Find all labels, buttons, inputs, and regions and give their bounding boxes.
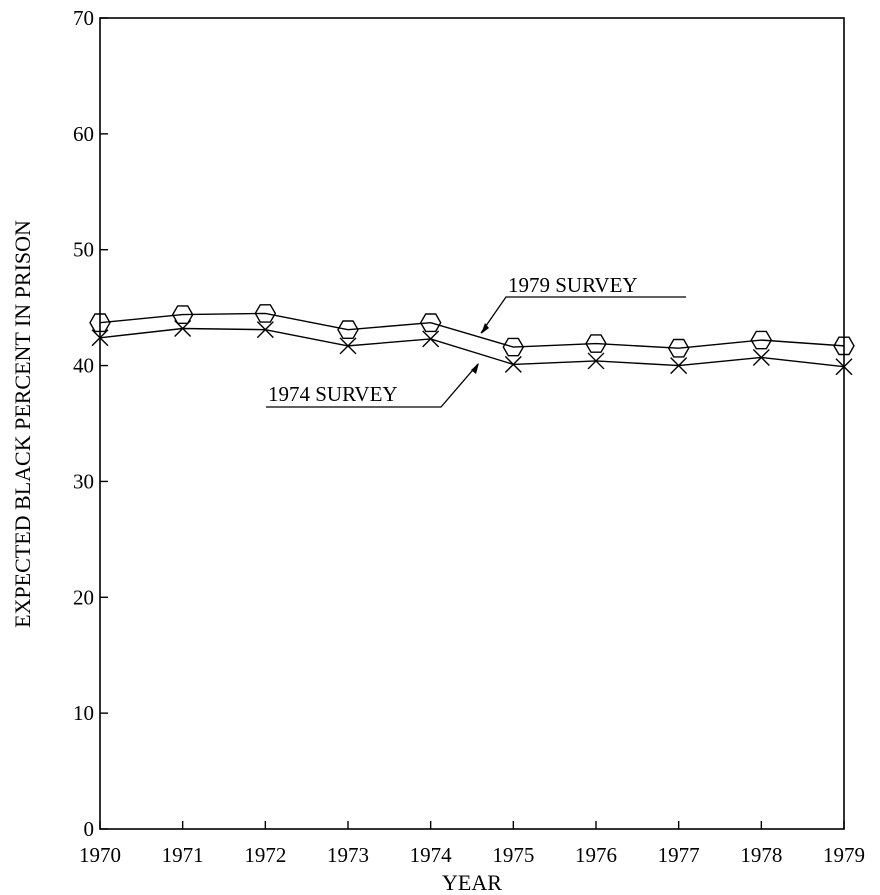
x-marker-stroke [587,352,605,370]
data-point-1979-survey [585,334,607,353]
x-marker-stroke [504,355,522,373]
data-point-1979-survey [254,304,277,323]
x-axis-title: YEAR [442,870,502,895]
data-point-1974-survey [835,358,853,376]
annotation-1974-survey: 1974 SURVEY [266,363,479,408]
data-point-1974-survey [91,329,109,347]
data-point-1974-survey [339,337,357,355]
y-tick-label: 30 [73,469,94,493]
data-point-1979-survey [419,313,442,333]
x-tick-label: 1971 [162,843,204,867]
y-tick-label: 40 [73,354,94,378]
x-tick-label: 1979 [823,843,865,867]
x-axis: 1970 1971 1972 1973 1974 1975 1976 1977 1978 1979 [79,821,865,867]
x-tick-label: 1978 [740,843,782,867]
data-point-1974-survey [752,348,770,366]
x-tick-label: 1972 [244,843,286,867]
x-marker-stroke [91,329,109,347]
y-axis-title: EXPECTED BLACK PERCENT IN PRISON [10,220,35,628]
data-point-1979-survey [833,336,855,356]
y-tick-label: 20 [73,585,94,609]
y-tick-label: 60 [73,122,94,146]
y-tick-label: 0 [84,817,95,841]
series-layer [89,304,855,376]
x-tick-label: 1970 [79,843,121,867]
annotation-1979-survey-leader [480,296,686,334]
data-point-1974-survey [422,330,440,348]
data-point-1974-survey [587,352,605,370]
x-marker-stroke [835,358,853,376]
x-tick-label: 1974 [410,843,453,867]
y-tick-label: 70 [73,6,94,30]
x-tick-label: 1973 [327,843,369,867]
x-marker-stroke [422,330,440,348]
series-line-1979-survey [99,312,845,349]
data-point-1979-survey [667,338,690,358]
data-point-1974-survey [504,355,522,373]
x-marker-stroke [670,357,688,375]
data-point-1974-survey [256,321,274,339]
data-point-1979-survey [89,313,111,333]
x-marker-stroke [256,321,274,339]
x-tick-label: 1975 [492,843,534,867]
annotation-1974-survey-leader [266,363,479,408]
data-point-1974-survey [174,320,192,337]
y-tick-label: 10 [73,701,94,725]
series-line-1974-survey [99,327,845,368]
x-tick-label: 1977 [658,843,700,867]
plot-frame [99,17,845,830]
data-point-1974-survey [670,357,688,375]
y-tick-label: 50 [73,238,94,262]
data-point-1979-survey [750,330,773,350]
x-marker-stroke [339,337,357,355]
x-marker-stroke [174,320,192,337]
data-point-1979-survey [502,337,525,357]
x-marker-stroke [752,348,770,366]
annotation-1979-survey: 1979 SURVEY [480,273,686,334]
data-point-1979-survey [337,320,359,339]
annotation-1974-survey-arrowhead [471,363,479,374]
annotation-1979-survey-label: 1979 SURVEY [508,273,638,297]
y-axis: 0 10 20 30 40 50 60 70 [73,6,108,841]
x-tick-label: 1976 [575,843,617,867]
annotation-1974-survey-label: 1974 SURVEY [268,382,398,406]
annotation-1979-survey-arrowhead [481,323,489,334]
